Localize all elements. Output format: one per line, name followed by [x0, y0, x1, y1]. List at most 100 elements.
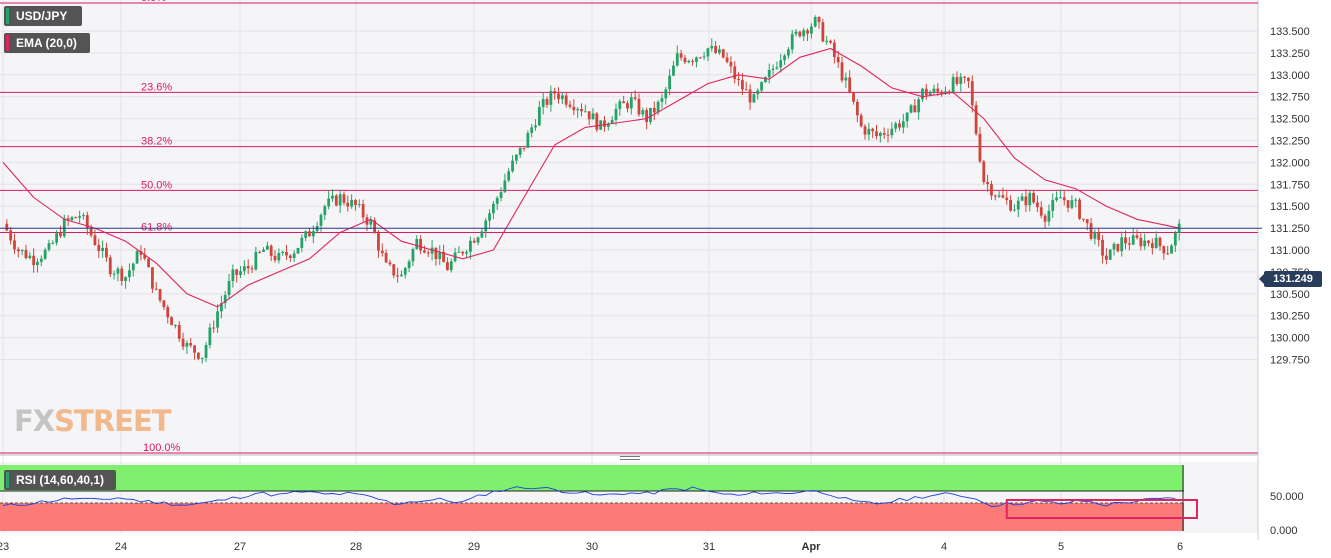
- candle-body: [1124, 237, 1127, 244]
- candle-body: [1085, 219, 1089, 224]
- candle-body: [1055, 197, 1058, 201]
- candle-body: [1078, 199, 1081, 219]
- candle-body: [480, 231, 484, 238]
- candle-body: [522, 147, 526, 149]
- fib-level-label: 0.0%: [141, 0, 166, 4]
- rsi-line: [2, 486, 1176, 507]
- price-axis-label: 130.250: [1270, 311, 1310, 323]
- candle-body: [1009, 200, 1012, 211]
- candle-body: [645, 110, 649, 123]
- pane-resize-handle[interactable]: [620, 456, 640, 462]
- candle-body: [16, 249, 20, 252]
- candle-body: [20, 249, 24, 252]
- candle-body: [997, 195, 1001, 197]
- candle-body: [85, 215, 89, 229]
- candle-body: [1070, 200, 1074, 208]
- price-axis-label: 133.250: [1270, 48, 1310, 60]
- candle-body: [403, 268, 407, 275]
- candle-body: [507, 171, 511, 181]
- candle-body: [319, 214, 323, 226]
- candle-body: [1139, 237, 1143, 247]
- candle-body: [557, 93, 560, 100]
- candle-body: [687, 60, 691, 63]
- candle-body: [913, 105, 917, 113]
- candle-body: [622, 101, 626, 104]
- rsi-axis-label: 0.000: [1270, 525, 1298, 537]
- candle-body: [177, 324, 181, 339]
- candle-body: [277, 253, 281, 261]
- candle-body: [373, 220, 377, 234]
- rsi-overbought-zone: [0, 465, 1184, 491]
- candle-body: [491, 203, 495, 214]
- candle-body: [265, 245, 269, 250]
- fib-level-label: 38.2%: [141, 136, 172, 148]
- candle-body: [695, 57, 698, 62]
- candle-body: [978, 133, 982, 162]
- candle-body: [802, 30, 806, 37]
- rsi-oversold-zone: [0, 503, 1184, 531]
- candle-body: [495, 197, 499, 204]
- candle-body: [388, 262, 392, 265]
- candle-body: [93, 235, 97, 245]
- time-axis-label: 28: [350, 541, 362, 553]
- candle-body: [1032, 192, 1035, 203]
- candle-body: [698, 57, 702, 59]
- candle-body: [1154, 237, 1158, 249]
- candle-body: [825, 40, 829, 42]
- candle-body: [1089, 223, 1093, 239]
- fib-level-label: 23.6%: [141, 81, 172, 93]
- candle-body: [779, 60, 783, 68]
- ema-tag[interactable]: EMA (20,0): [4, 33, 90, 53]
- candle-body: [350, 199, 354, 207]
- candle-body: [250, 268, 254, 270]
- candle-body: [438, 251, 442, 260]
- candle-body: [1062, 197, 1066, 201]
- candle-body: [285, 251, 288, 256]
- price-axis-label: 129.750: [1270, 355, 1310, 367]
- fib-level-label: 50.0%: [141, 179, 172, 191]
- fxstreet-logo: FXSTREET: [14, 404, 172, 438]
- rsi-tag[interactable]: RSI (14,60,40,1): [4, 470, 116, 490]
- candle-body: [905, 112, 909, 122]
- candle-body: [1047, 210, 1051, 222]
- candle-body: [36, 261, 39, 266]
- candle-body: [921, 88, 924, 100]
- candle-body: [139, 251, 143, 255]
- candle-body: [1024, 196, 1028, 206]
- candle-body: [564, 95, 568, 105]
- rsi-axis-label: 50.000: [1270, 491, 1304, 503]
- candle-body: [377, 233, 380, 251]
- candle-body: [262, 249, 265, 252]
- time-axis-label: 23: [0, 541, 9, 553]
- candle-body: [1173, 232, 1177, 246]
- candle-body: [982, 161, 986, 183]
- fib-level-label: 100.0%: [143, 442, 181, 454]
- candle-body: [70, 217, 74, 221]
- candle-body: [1101, 239, 1104, 256]
- candle-body: [760, 82, 763, 91]
- candle-body: [296, 247, 300, 254]
- candle-body: [691, 60, 695, 62]
- candle-body: [89, 228, 93, 236]
- candle-body: [718, 49, 721, 53]
- candle-body: [39, 258, 43, 262]
- candle-body: [304, 231, 308, 238]
- ema-line: [2, 47, 1180, 308]
- candle-body: [227, 281, 231, 295]
- price-axis-label: 131.000: [1270, 245, 1310, 257]
- candle-body: [1112, 243, 1116, 250]
- price-axis-label: 131.500: [1270, 201, 1310, 213]
- candle-body: [292, 253, 296, 259]
- candle-body: [446, 262, 449, 271]
- symbol-tag[interactable]: USD/JPY: [4, 6, 82, 26]
- candle-body: [338, 194, 342, 206]
- candle-body: [1120, 237, 1124, 252]
- candle-body: [9, 230, 13, 241]
- candle-body: [392, 264, 396, 276]
- candle-body: [331, 195, 334, 199]
- candle-body: [162, 300, 166, 308]
- candle-body: [786, 49, 790, 56]
- candle-body: [641, 110, 645, 115]
- candle-body: [342, 194, 346, 203]
- candle-body: [323, 206, 327, 215]
